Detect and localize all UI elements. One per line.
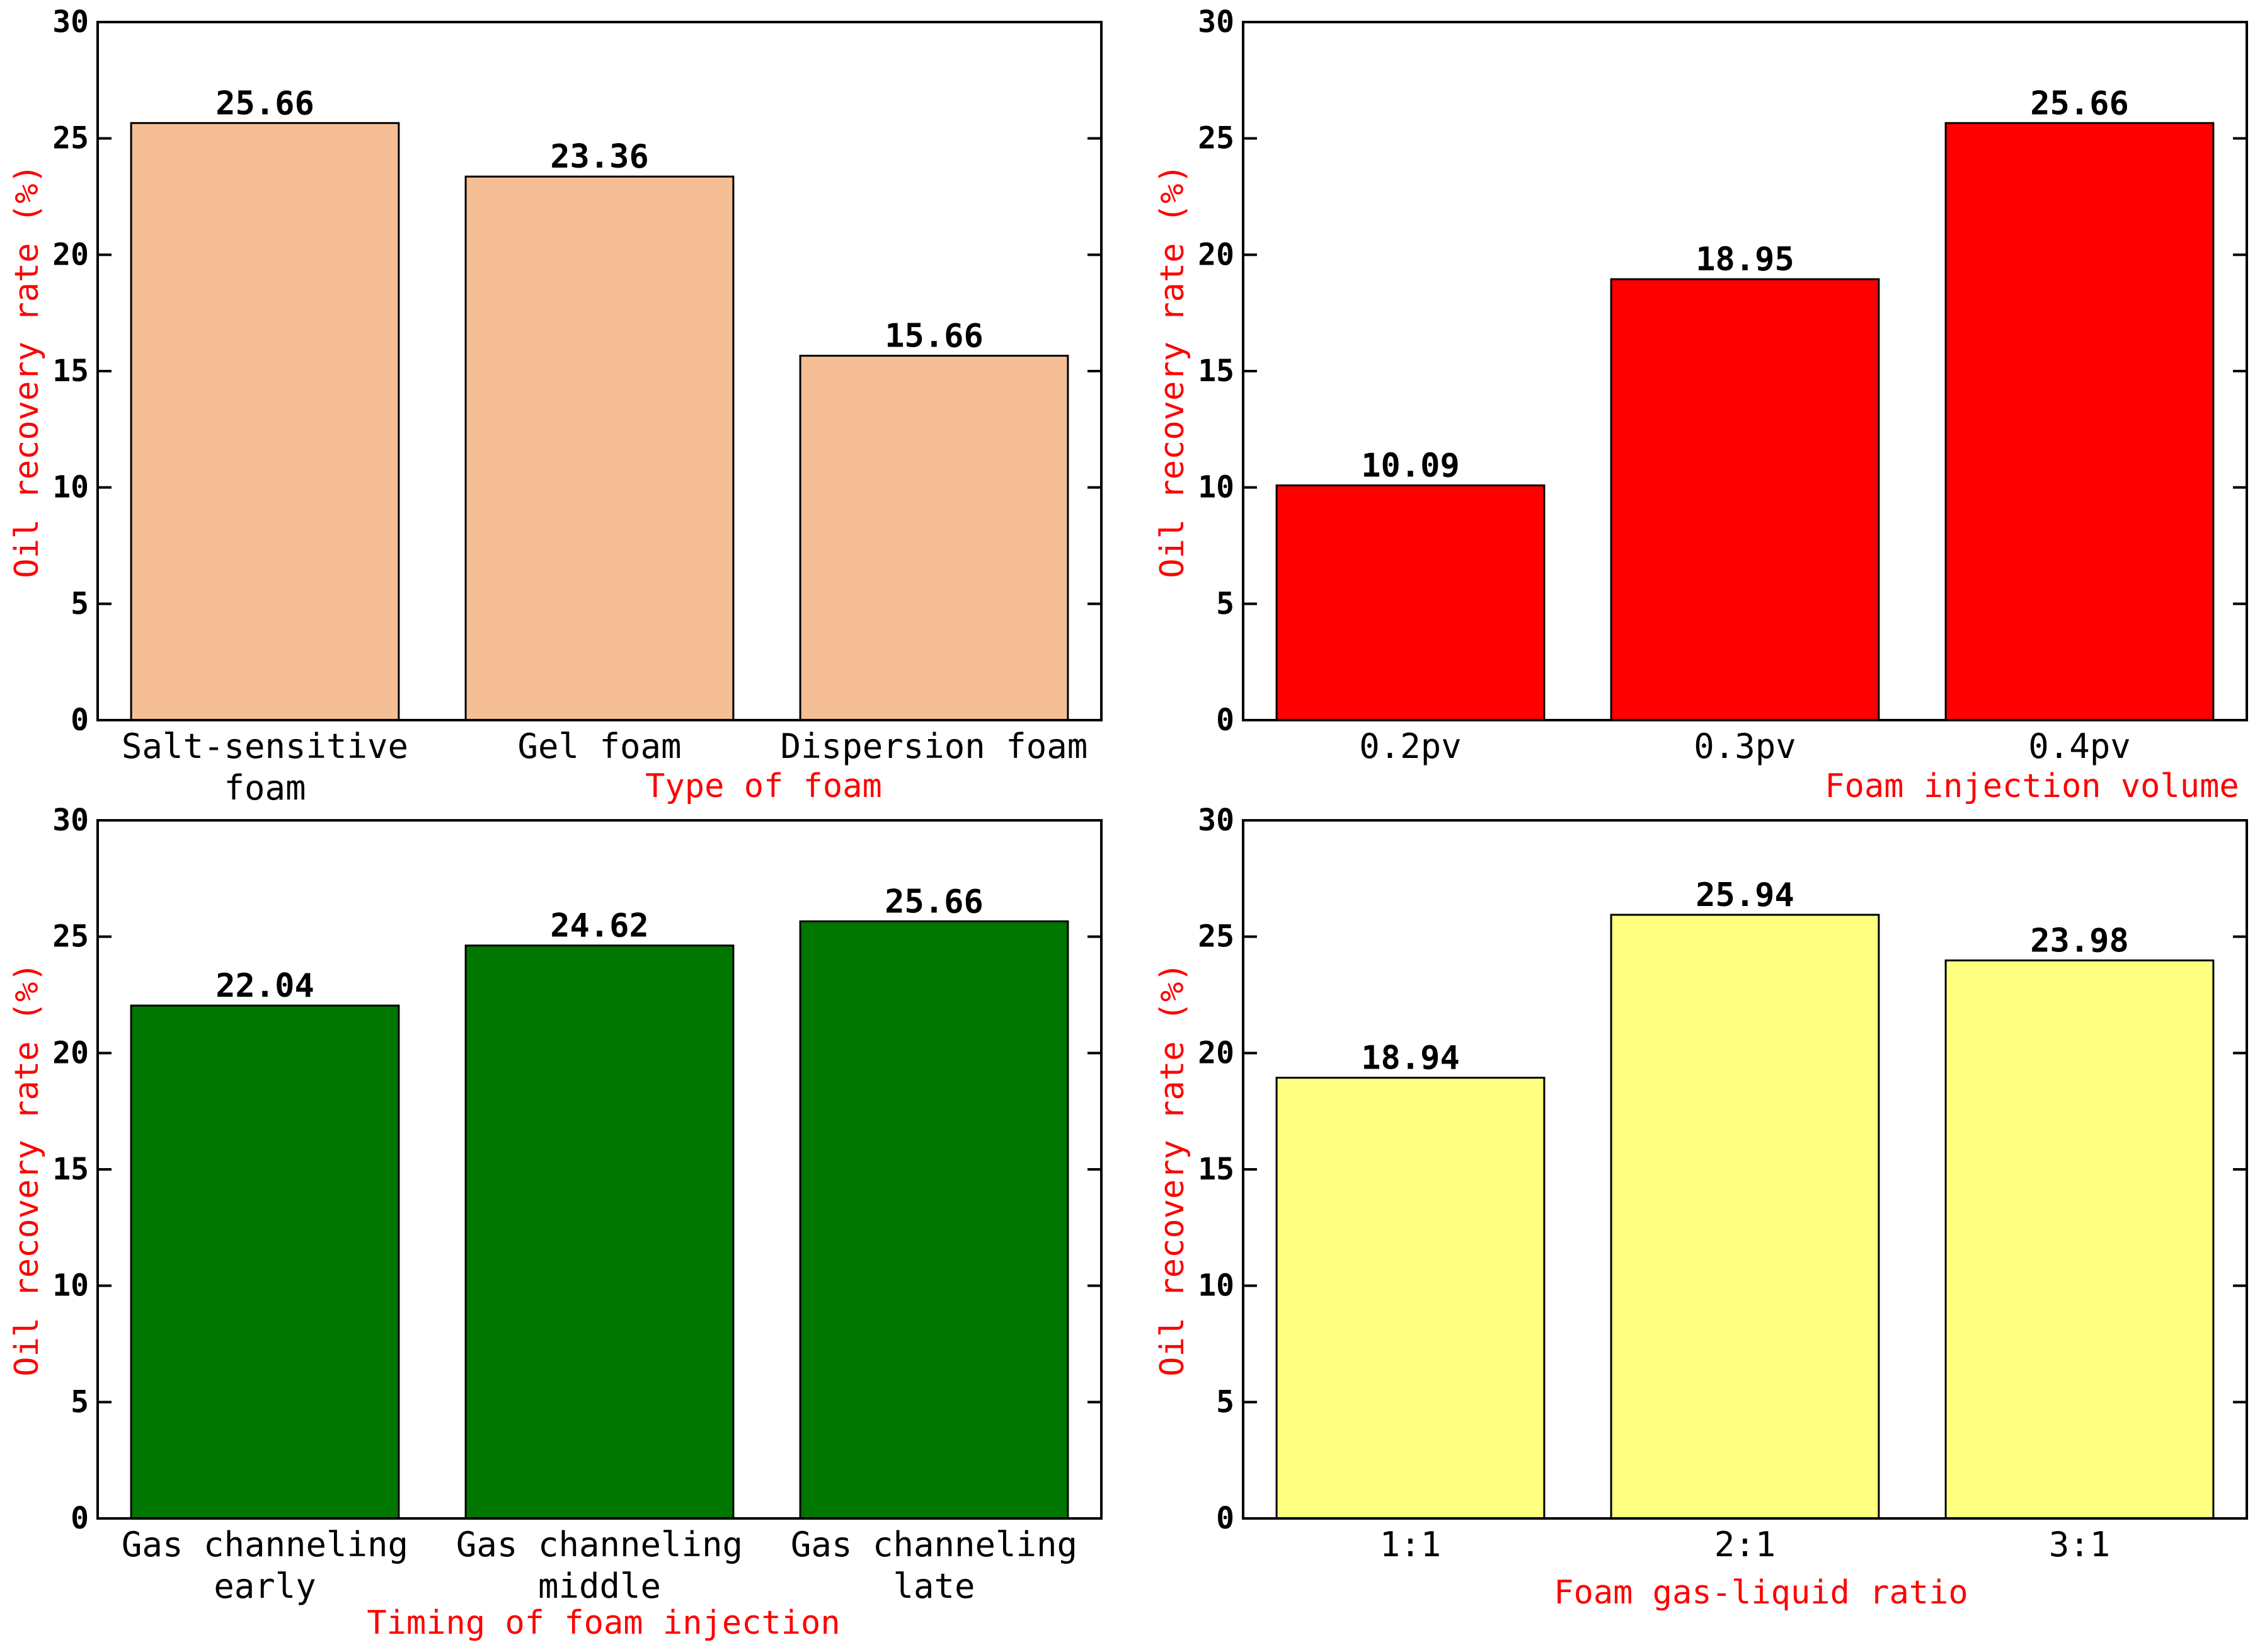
y-tick-label: 5 <box>71 1384 89 1420</box>
y-tick-label: 25 <box>1198 121 1234 156</box>
y-tick-label: 0 <box>71 703 89 738</box>
bar-3 <box>799 355 1069 721</box>
category-label-1: Salt-sensitive <box>122 726 408 766</box>
chart-panel-4: 18.94 1:1 25.94 2:1 23.98 3:1 0 5 10 15 20 25 30 Foam… <box>1154 803 2248 1612</box>
data-label-2: 25.94 <box>1696 876 1794 914</box>
category-label-1: foam <box>224 768 306 808</box>
y-axis-label: Oil recovery rate (%) <box>8 962 46 1376</box>
y-tick-label: 0 <box>1216 1501 1234 1536</box>
y-tick-label: 25 <box>52 121 89 156</box>
category-label-2: Gel foam <box>517 726 681 766</box>
y-tick-label: 30 <box>52 803 89 838</box>
y-tick-label: 15 <box>52 1152 89 1187</box>
bar-3 <box>799 920 1069 1520</box>
y-tick-label: 25 <box>1198 919 1234 955</box>
data-label-1: 25.66 <box>215 84 314 122</box>
category-label-3: 3:1 <box>2049 1525 2111 1564</box>
category-label-3: late <box>893 1566 975 1606</box>
category-label-1: 1:1 <box>1380 1525 1442 1564</box>
category-label-2: Gas channeling <box>456 1525 743 1564</box>
data-label-2: 23.36 <box>550 138 649 176</box>
bar-2 <box>1610 914 1880 1520</box>
bar-1 <box>1275 1076 1546 1520</box>
y-axis-label: Oil recovery rate (%) <box>1154 962 1191 1376</box>
data-label-3: 25.66 <box>885 883 984 921</box>
x-axis-label: Timing of foam injection <box>367 1604 840 1642</box>
y-tick-label: 5 <box>71 586 89 621</box>
category-label-1: Gas channeling <box>122 1525 408 1564</box>
data-label-1: 10.09 <box>1361 447 1460 485</box>
bar-3 <box>1944 122 2215 721</box>
bar-2 <box>464 175 735 721</box>
category-label-1: 0.2pv <box>1359 726 1462 766</box>
category-label-3: 0.4pv <box>2028 726 2131 766</box>
y-tick-label: 5 <box>1216 1384 1234 1420</box>
bar-1 <box>1275 484 1546 721</box>
data-label-3: 25.66 <box>2030 84 2129 122</box>
category-label-2: 0.3pv <box>1694 726 1796 766</box>
y-axis-label: Oil recovery rate (%) <box>1154 164 1191 578</box>
y-tick-label: 20 <box>52 1035 89 1070</box>
y-tick-label: 10 <box>52 1268 89 1304</box>
y-tick-label: 5 <box>1216 586 1234 621</box>
x-axis-label: Foam gas-liquid ratio <box>1554 1574 1968 1612</box>
x-axis-label: Type of foam <box>645 767 882 805</box>
y-tick-label: 15 <box>1198 1152 1234 1187</box>
y-tick-label: 25 <box>52 919 89 955</box>
data-label-1: 18.94 <box>1361 1039 1460 1077</box>
category-label-2: 2:1 <box>1714 1525 1776 1564</box>
y-tick-label: 10 <box>52 470 89 505</box>
bar-1 <box>130 122 400 721</box>
category-label-2: middle <box>538 1566 661 1606</box>
y-tick-label: 0 <box>1216 703 1234 738</box>
y-tick-label: 20 <box>52 237 89 272</box>
category-label-3: Dispersion foam <box>781 726 1088 766</box>
y-tick-label: 20 <box>1198 1035 1234 1070</box>
bar-1 <box>130 1004 400 1520</box>
category-label-1: early <box>214 1566 316 1606</box>
y-tick-label: 20 <box>1198 237 1234 272</box>
y-tick-label: 0 <box>71 1501 89 1536</box>
bar-2 <box>464 944 735 1520</box>
data-label-2: 24.62 <box>550 907 649 945</box>
data-label-1: 22.04 <box>215 967 314 1005</box>
data-label-3: 15.66 <box>885 318 984 355</box>
data-label-3: 23.98 <box>2030 922 2129 960</box>
bar-3 <box>1944 959 2215 1520</box>
bar-2 <box>1610 278 1880 721</box>
y-tick-label: 30 <box>1198 4 1234 40</box>
y-tick-label: 30 <box>1198 803 1234 838</box>
y-tick-label: 15 <box>1198 353 1234 389</box>
data-label-2: 18.95 <box>1696 241 1794 278</box>
category-label-3: Gas channeling <box>791 1525 1077 1564</box>
y-tick-label: 10 <box>1198 1268 1234 1304</box>
x-axis-label: Foam injection volume <box>1825 767 2239 805</box>
y-tick-label: 10 <box>1198 470 1234 505</box>
y-tick-label: 15 <box>52 353 89 389</box>
chart-panel-2: 10.09 0.2pv 18.95 0.3pv 25.66 0.4pv 0 5 10 15 20 25… <box>1154 4 2248 805</box>
y-axis-label: Oil recovery rate (%) <box>8 164 46 578</box>
y-tick-label: 30 <box>52 4 89 40</box>
